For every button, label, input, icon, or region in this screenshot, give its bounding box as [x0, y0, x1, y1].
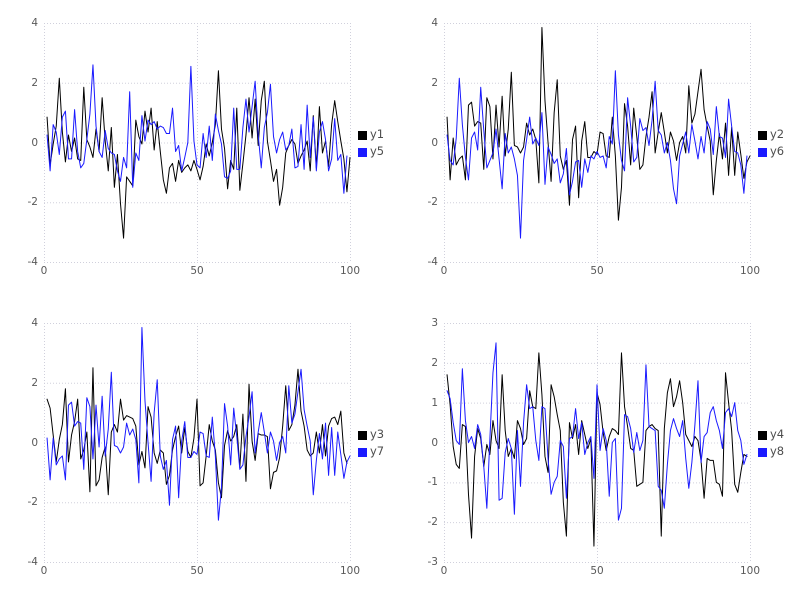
x-axis-4: 0 50 100 [440, 565, 760, 582]
gridlines [44, 23, 351, 263]
x-axis-3: 0 50 100 [40, 565, 360, 582]
legend-label: y5 [370, 144, 385, 159]
y-axis-4: -3 -2 -1 0 1 2 3 [400, 318, 438, 567]
x-tick-label: 100 [339, 565, 361, 577]
x-tick-label: 50 [590, 565, 604, 577]
x-tick-label: 50 [190, 565, 204, 577]
x-tick-label: 100 [339, 265, 361, 277]
y-tick-label: 3 [431, 316, 438, 329]
legend-4: y4 y8 [758, 428, 784, 459]
x-axis-2: 0 50 100 [440, 265, 760, 282]
plot-area-4 [444, 323, 751, 563]
legend-label: y2 [770, 127, 785, 142]
y-tick-label: -3 [427, 555, 438, 568]
legend-item-y6[interactable]: y6 [758, 145, 784, 159]
y-tick-label: 0 [431, 136, 438, 149]
legend-label: y4 [770, 427, 785, 442]
legend-swatch-icon [358, 430, 367, 440]
legend-label: y1 [370, 127, 385, 142]
gridlines [444, 323, 751, 563]
legend-label: y3 [370, 427, 385, 442]
legend-label: y7 [370, 444, 385, 459]
x-tick-label: 0 [440, 265, 448, 277]
x-tick-label: 100 [739, 565, 761, 577]
x-tick-label: 0 [40, 265, 48, 277]
series-line-y5 [46, 64, 348, 194]
y-tick-label: -2 [427, 196, 438, 208]
series-line-y6 [446, 70, 748, 239]
gridlines [444, 23, 751, 263]
y-tick-label: -2 [427, 515, 438, 528]
y-axis-3: -4 -2 0 2 4 [0, 318, 38, 567]
y-tick-label: 0 [431, 436, 438, 449]
y-axis-2: -4 -2 0 2 4 [400, 18, 438, 267]
legend-item-y2[interactable]: y2 [758, 128, 784, 142]
x-tick-label: 0 [40, 565, 48, 577]
y-tick-label: -4 [427, 255, 438, 268]
y-tick-label: -2 [27, 196, 38, 208]
plot-svg [444, 23, 751, 263]
x-tick-label: 0 [440, 565, 448, 577]
plot-area-1 [44, 23, 351, 263]
x-tick-label: 50 [190, 265, 204, 277]
chart-panel-2: -4 -2 0 2 4 0 50 100 y2 y6 [400, 0, 800, 300]
series-line-y2 [446, 26, 751, 221]
legend-swatch-icon [758, 430, 767, 440]
chart-panel-1: -4 -2 0 2 4 0 50 100 y1 y5 [0, 0, 400, 300]
legend-swatch-icon [758, 130, 767, 140]
y-tick-label: 2 [431, 76, 438, 89]
y-tick-label: 2 [431, 356, 438, 369]
legend-swatch-icon [358, 130, 367, 140]
y-tick-label: 2 [31, 376, 38, 389]
chart-panel-4: -3 -2 -1 0 1 2 3 0 50 100 y4 y8 [400, 300, 800, 600]
legend-item-y8[interactable]: y8 [758, 445, 784, 459]
series-line-y3 [46, 367, 348, 499]
series-line-y7 [46, 326, 351, 521]
legend-label: y6 [770, 144, 785, 159]
y-tick-label: 0 [31, 136, 38, 149]
legend-swatch-icon [758, 147, 767, 157]
chart-panel-3: -4 -2 0 2 4 0 50 100 y3 y7 [0, 300, 400, 600]
y-tick-label: -2 [27, 496, 38, 508]
plot-svg [44, 23, 351, 263]
y-tick-label: 4 [31, 16, 38, 29]
legend-swatch-icon [758, 447, 767, 457]
y-tick-label: -1 [427, 476, 438, 489]
y-tick-label: -4 [27, 555, 38, 568]
plot-area-3 [44, 323, 351, 563]
legend-3: y3 y7 [358, 428, 384, 459]
y-tick-label: 2 [31, 76, 38, 89]
y-tick-label: 1 [431, 396, 438, 409]
plot-area-2 [444, 23, 751, 263]
x-tick-label: 100 [739, 265, 761, 277]
y-axis-1: -4 -2 0 2 4 [0, 18, 38, 267]
y-tick-label: 4 [31, 316, 38, 329]
legend-swatch-icon [358, 447, 367, 457]
y-tick-label: -4 [27, 255, 38, 268]
legend-item-y3[interactable]: y3 [358, 428, 384, 442]
x-tick-label: 50 [590, 265, 604, 277]
y-tick-label: 4 [431, 16, 438, 29]
legend-2: y2 y6 [758, 128, 784, 159]
legend-label: y8 [770, 444, 785, 459]
series-line-y8 [446, 342, 748, 521]
legend-item-y4[interactable]: y4 [758, 428, 784, 442]
legend-item-y7[interactable]: y7 [358, 445, 384, 459]
gridlines [44, 323, 351, 563]
legend-item-y5[interactable]: y5 [358, 145, 384, 159]
legend-1: y1 y5 [358, 128, 384, 159]
legend-swatch-icon [358, 147, 367, 157]
legend-item-y1[interactable]: y1 [358, 128, 384, 142]
plot-svg [44, 323, 351, 563]
x-axis-1: 0 50 100 [40, 265, 360, 282]
y-tick-label: 0 [31, 436, 38, 449]
plot-svg [444, 323, 751, 563]
